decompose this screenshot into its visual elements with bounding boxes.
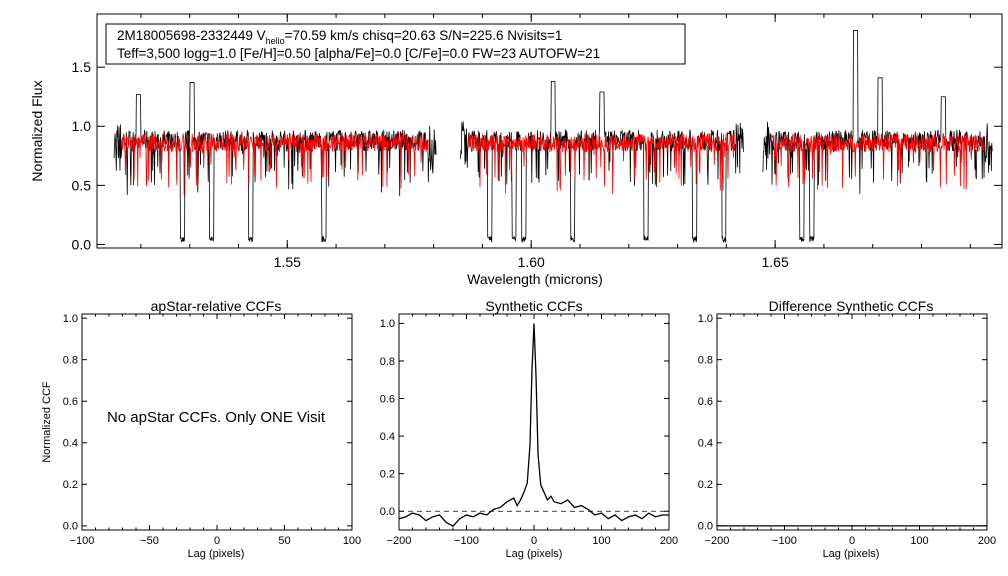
difference-ccf-xlabel: Lag (pixels)	[823, 548, 880, 560]
x-tick-label: −100	[772, 535, 797, 547]
x-tick-label: −100	[70, 535, 95, 547]
synthetic-spectrum-line-chip-1	[121, 132, 429, 196]
y-tick-label: 0.4	[63, 438, 78, 450]
x-tick-label: 100	[592, 535, 610, 547]
spectrum-panel: 1.55 1.60 1.65 0.0 0.5 1.0 1.5 2M18005698-2332…	[29, 13, 1003, 287]
synthetic-spectrum-line-chip-2	[467, 133, 737, 195]
y-tick-label: 0.8	[380, 356, 395, 368]
x-tick-label: −100	[454, 535, 479, 547]
fit-stats: chisq=20.63 S/N=225.6 Nvisits=1	[362, 28, 562, 43]
apstar-ccf-panel: apStar-relative CCFs −100 −50 0 50 100 0.0 0.2…	[41, 298, 361, 560]
x-tick-label: 50	[278, 535, 290, 547]
y-tick-label: 1.0	[380, 318, 395, 330]
x-tick-label: 0	[531, 535, 537, 547]
synthetic-ccf-line	[398, 323, 669, 528]
x-tick-label: −50	[140, 535, 159, 547]
y-tick-label: 1.0	[63, 313, 78, 325]
y-tick-label: 0.6	[380, 393, 395, 405]
y-tick-label: 0.5	[72, 177, 92, 193]
x-tick-label: 1.55	[274, 254, 301, 270]
apstar-ccf-ylabel: Normalized CCF	[41, 381, 53, 463]
synthetic-ccf-panel: Synthetic CCFs −200 −100 0 100 200 0.0 0.2 0.4 0…	[380, 298, 678, 560]
difference-ccf-panel: Difference Synthetic CCFs −200 −100 0 100 20…	[698, 298, 996, 560]
x-tick-label: 0	[849, 535, 855, 547]
x-tick-label: 200	[978, 535, 996, 547]
x-tick-label: 1.60	[518, 254, 545, 270]
y-tick-label: 0.0	[63, 521, 78, 533]
x-tick-label: −200	[387, 535, 412, 547]
vhelio-subscript: helio	[266, 36, 285, 46]
x-tick-label: 100	[343, 535, 361, 547]
spectrum-data	[113, 30, 993, 244]
spectrum-plot-frame	[96, 13, 1003, 249]
synthetic-ccf-ticks: −200 −100 0 100 200 0.0 0.2 0.4 0.6 0.8 1.0	[380, 314, 678, 547]
y-tick-label: 0.0	[72, 236, 92, 252]
difference-ccf-title: Difference Synthetic CCFs	[769, 298, 934, 314]
x-tick-label: 1.65	[762, 254, 789, 270]
star-id: 2M18005698-2332449	[117, 28, 253, 43]
apstar-ccf-message: No apStar CCFs. Only ONE Visit	[107, 409, 326, 426]
apstar-ccf-xlabel: Lag (pixels)	[188, 548, 245, 560]
y-tick-label: 0.8	[698, 355, 713, 367]
spectrum-ticks: 1.55 1.60 1.65 0.0 0.5 1.0 1.5	[72, 14, 1002, 270]
synthetic-ccf-title: Synthetic CCFs	[485, 298, 582, 314]
synthetic-ccf-frame	[398, 313, 670, 531]
y-tick-label: 1.0	[72, 118, 92, 134]
vhelio-label: V	[257, 28, 266, 43]
spectrum-info-box	[105, 23, 686, 65]
y-tick-label: 0.0	[698, 521, 713, 533]
y-tick-label: 0.2	[63, 479, 78, 491]
observed-spectrum-line-chip-1	[113, 82, 437, 243]
y-tick-label: 1.0	[698, 313, 713, 325]
x-tick-label: 200	[660, 535, 678, 547]
apstar-ccf-title: apStar-relative CCFs	[151, 298, 282, 314]
y-tick-label: 0.2	[698, 479, 713, 491]
y-tick-label: 0.4	[698, 438, 713, 450]
difference-ccf-ticks: −200 −100 0 100 200 0.0 0.2 0.4 0.6 0.8 1.0	[698, 313, 996, 547]
difference-ccf-frame	[716, 313, 988, 531]
observed-spectrum-line-chip-2	[460, 80, 744, 244]
y-tick-label: 0.4	[380, 431, 395, 443]
vhelio-value: =70.59 km/s	[285, 28, 359, 43]
spectrum-info-line-2: Teff=3,500 logg=1.0 [Fe/H]=0.50 [alpha/F…	[117, 46, 600, 61]
x-tick-label: 100	[910, 535, 928, 547]
y-tick-label: 0.0	[380, 506, 395, 518]
x-tick-label: 0	[214, 535, 220, 547]
spectrum-ylabel: Normalized Flux	[29, 80, 45, 181]
spectrum-info-line-1: 2M18005698-2332449 Vhelio=70.59 km/s chi…	[117, 28, 562, 46]
synthetic-ccf-xlabel: Lag (pixels)	[506, 548, 563, 560]
y-tick-label: 0.8	[63, 355, 78, 367]
y-tick-label: 0.2	[380, 469, 395, 481]
apstar-ccf-ticks: −100 −50 0 50 100 0.0 0.2 0.4 0.6 0.8 1.0	[63, 313, 361, 547]
spectrum-xlabel: Wavelength (microns)	[467, 271, 603, 287]
x-tick-label: −200	[705, 535, 730, 547]
y-tick-label: 1.5	[72, 59, 92, 75]
synthetic-spectrum-line-chip-3	[770, 132, 985, 190]
y-tick-label: 0.6	[63, 396, 78, 408]
synthetic-ccf-data	[398, 323, 669, 528]
y-tick-label: 0.6	[698, 396, 713, 408]
